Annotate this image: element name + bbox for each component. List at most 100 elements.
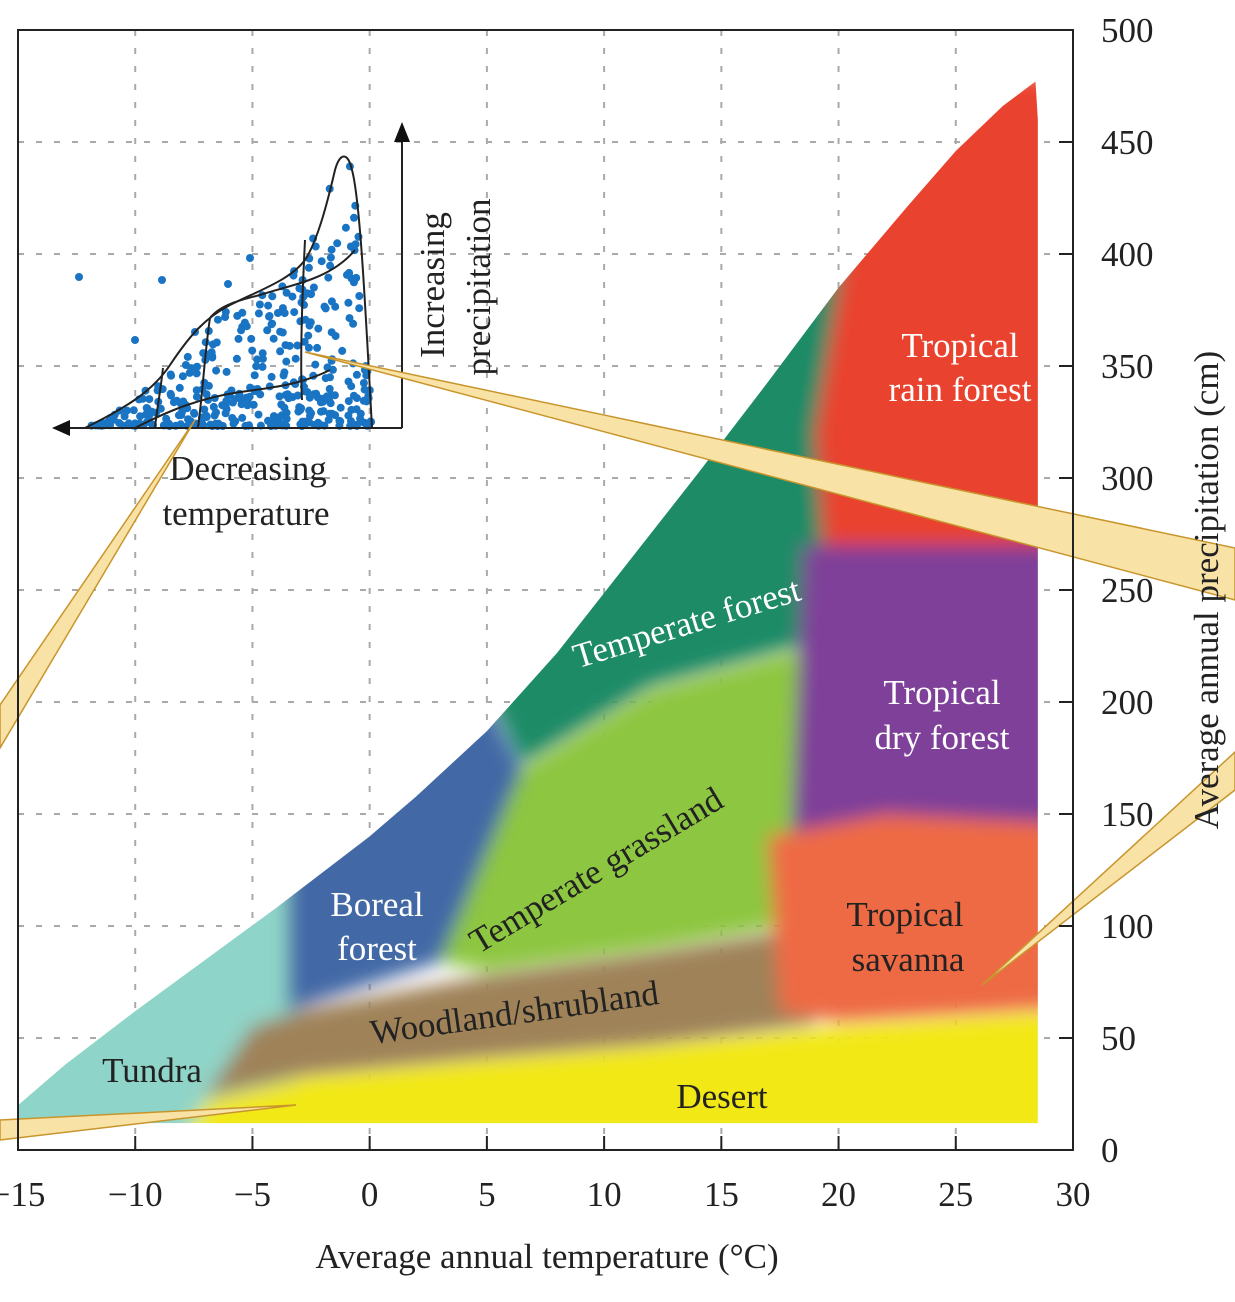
inset-point [238,413,247,422]
inset-point [283,390,292,399]
inset-point [325,384,334,393]
inset-point [269,334,278,343]
inset-point [335,416,344,425]
inset-point [212,366,221,375]
inset-point [138,394,147,403]
x-tick-label: 10 [587,1175,622,1214]
inset-point [249,400,258,409]
inset-point [345,314,354,323]
inset-point [122,406,131,415]
inset-y-label: Increasing [413,212,452,358]
inset-point [158,276,166,284]
inset-point [300,337,309,346]
y-tick-label: 350 [1101,347,1154,386]
inset-point [321,304,330,313]
inset-point [265,312,274,320]
biome-temperate-grassland [440,646,816,971]
inset-point [243,401,252,410]
inset-point [166,370,175,379]
inset-point [359,379,368,387]
inset-point [324,273,333,282]
inset-point [301,315,310,324]
inset-point [293,341,302,350]
y-tick-label: 450 [1101,123,1154,162]
inset-point [190,408,198,417]
inset-point [165,419,173,428]
inset-point [106,417,114,426]
inset-point [282,408,291,417]
inset-point [333,239,342,248]
inset-point [347,417,355,426]
inset-point [327,245,336,254]
inset-point [309,390,318,399]
inset-x-label: Decreasing [169,449,326,488]
inset-point [179,397,188,406]
y-tick-label: 300 [1101,459,1154,498]
arrow-left-icon [52,420,70,436]
inset-point [278,304,287,313]
inset-point [192,386,201,395]
inset-point [258,354,267,363]
inset-point [282,288,291,297]
biome-regions [18,81,1038,1124]
inset-point [145,395,154,404]
inset-point [156,404,165,413]
inset-point [326,261,335,270]
x-tick-label: −5 [234,1175,271,1214]
x-axis-title: Average annual temperature (°C) [315,1237,778,1276]
inset-point [309,283,318,292]
inset-point [336,403,345,412]
inset-point [255,300,264,309]
x-tick-label: 20 [821,1175,856,1214]
inset-point [344,298,353,307]
inset-point [291,354,300,363]
label-tropical-rain-forest: Tropical [901,326,1019,365]
biome-boreal-forest [287,702,523,1012]
inset-point [304,331,313,340]
inset-point [352,370,361,379]
inset-point [213,315,222,324]
inset-point [268,292,277,301]
inset-point [343,270,351,279]
label-desert: Desert [676,1077,768,1116]
inset-point [275,392,284,401]
inset-point [338,346,347,355]
inset-point [131,336,139,344]
inset-point [326,373,334,382]
inset-point [233,311,242,320]
label-tropical-rain-forest: rain forest [889,370,1032,409]
inset-point [253,355,262,364]
inset-point [356,409,365,418]
inset-point [178,372,187,381]
inset-point [280,368,289,377]
inset-point [254,309,263,318]
inset-point [222,396,231,405]
inset-point [317,257,326,266]
callout-wedge [304,351,1235,601]
inset-point [177,411,186,419]
label-tropical-savanna: savanna [852,940,965,979]
inset-point [281,341,290,350]
inset-point [325,395,334,404]
y-axis-title: Average annual precipitation (cm) [1187,351,1226,829]
x-tick-label: 30 [1056,1175,1091,1214]
inset-point [183,352,192,361]
inset-point [324,415,333,424]
x-tick-label: 0 [361,1175,379,1214]
label-tropical-dry-forest: dry forest [874,718,1009,757]
inset-point [282,357,291,366]
inset-point [234,334,243,343]
inset-point [200,405,209,414]
inset-point [212,338,221,347]
inset-y-label: precipitation [459,199,498,376]
inset-point [214,419,223,428]
callout-wedge [0,1104,297,1141]
inset-point [328,409,336,418]
callouts [0,351,1235,1141]
callout-wedge [0,419,196,750]
label-boreal-forest: Boreal [330,885,424,924]
inset-point [193,362,202,371]
y-tick-label: 500 [1101,11,1154,50]
inset-point [240,318,249,327]
inset-point [331,332,340,340]
